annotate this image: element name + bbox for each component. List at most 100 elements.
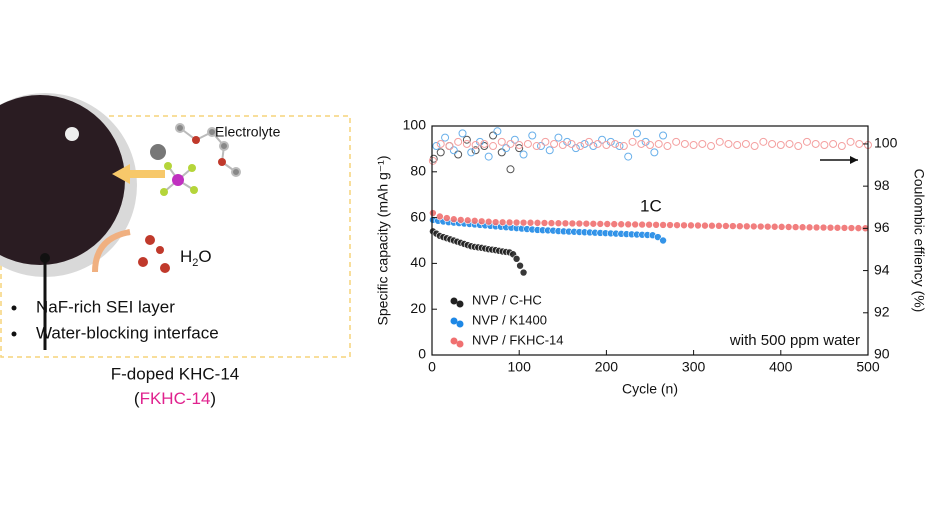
ce-point [519, 150, 528, 159]
ce-point [515, 140, 524, 149]
capacity-point [610, 220, 619, 228]
ce-point [510, 135, 519, 144]
capacity-point [498, 218, 507, 227]
legend-marker [456, 340, 464, 348]
capacity-point [680, 221, 688, 230]
ce-point [532, 142, 541, 151]
ce-point [659, 131, 668, 140]
capacity-point [736, 222, 744, 230]
water-molecules [138, 235, 170, 273]
x-tick-label: 0 [428, 359, 436, 375]
capacity-point [547, 219, 556, 227]
ce-point [759, 137, 768, 146]
ce-point [432, 142, 441, 151]
legend-marker [450, 337, 458, 345]
ce-point [689, 140, 698, 149]
ce-point [632, 129, 641, 138]
ce-point [855, 139, 864, 148]
ce-point [724, 139, 733, 148]
ce-point [794, 142, 803, 151]
ce-point [497, 137, 506, 146]
ce-point [480, 139, 489, 148]
water-label: H2O [180, 247, 212, 268]
capacity-point [554, 219, 563, 228]
ce-point [820, 140, 829, 149]
ce-point [593, 139, 602, 148]
arrow-head [850, 156, 858, 164]
y-tick-label: 60 [410, 208, 426, 224]
y2-tick-label: 100 [874, 135, 898, 151]
y-tick-label: 20 [410, 300, 426, 316]
chart: 0 100 200 300 400 500 0 20 40 60 80 100 90 92 94 96 98 10… [375, 117, 928, 397]
bullet [11, 305, 17, 311]
capacity-point [659, 221, 667, 229]
capacity-point [526, 218, 535, 227]
ce-point [654, 139, 663, 148]
ce-point [467, 148, 476, 157]
capacity-point [429, 209, 437, 217]
capacity-point [673, 221, 681, 229]
ce-point [624, 152, 633, 161]
capacity-point [819, 223, 828, 232]
ce-point [489, 131, 498, 140]
y-tick-label: 0 [418, 346, 426, 362]
capacity-point [805, 223, 814, 232]
capacity-point [652, 221, 660, 229]
capacity-point [715, 222, 723, 230]
y2-tick-label: 98 [874, 177, 890, 193]
legend-label: NVP / C-HC [472, 292, 542, 307]
capacity-point [777, 223, 786, 231]
ion [150, 144, 166, 160]
ce-point [454, 137, 463, 146]
ce-point [576, 142, 585, 151]
y-tick-label: 100 [403, 117, 427, 133]
capacity-point [722, 222, 730, 230]
ce-point [506, 165, 515, 174]
bullet-text: Water-blocking interface [36, 323, 219, 342]
y2-tick-label: 96 [874, 219, 890, 235]
salt-molecule [160, 162, 198, 196]
capacity-point [798, 223, 807, 232]
ce-point [471, 146, 480, 155]
ce-point [489, 142, 498, 151]
capacity-point [645, 220, 653, 229]
ce-point [567, 139, 576, 148]
ce-point [441, 133, 450, 142]
ce-point [436, 139, 445, 148]
ce-point [637, 139, 646, 148]
capacity-point [791, 223, 800, 231]
capacity-point [708, 221, 716, 230]
capacity-point [519, 218, 528, 227]
ce-point [707, 142, 716, 151]
ce-point [829, 139, 838, 148]
capacity-point [749, 222, 758, 231]
ce-point [502, 144, 511, 153]
capacity-point [687, 221, 695, 230]
ce-point [497, 148, 506, 157]
capacity-point [603, 220, 612, 228]
ce-point [558, 140, 567, 149]
ce-point [449, 146, 458, 155]
y2-tick-label: 90 [874, 346, 890, 362]
capacity-point [596, 220, 605, 228]
ce-point [480, 142, 489, 151]
ce-point [611, 139, 620, 148]
arrow-out [92, 229, 131, 273]
ce-point [785, 139, 794, 148]
capacity-point [561, 219, 570, 228]
ce-point [698, 139, 707, 148]
legend-marker [450, 317, 458, 325]
ce-point [454, 150, 463, 159]
capacity-point [694, 221, 702, 230]
annotation: with 500 ppm water [729, 332, 860, 349]
legend-marker [450, 297, 458, 305]
ce-point [506, 139, 515, 148]
legend-label: NVP / FKHC-14 [472, 332, 564, 347]
ce-point [663, 142, 672, 151]
ce-point [541, 137, 550, 146]
capacity-point [654, 233, 662, 241]
ce-point [802, 137, 811, 146]
capacity-point [763, 222, 772, 231]
capacity-point [533, 219, 542, 227]
